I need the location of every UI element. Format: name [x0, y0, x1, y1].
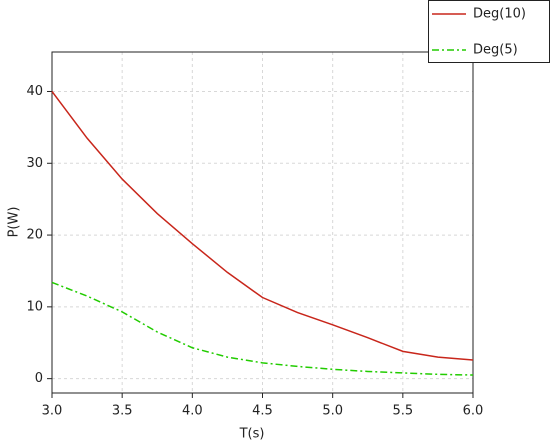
x-tick-label: 5.0 — [322, 404, 343, 419]
y-tick-label: 30 — [26, 156, 43, 171]
x-tick-label: 3.0 — [42, 404, 63, 419]
line — [51, 281, 474, 376]
x-tick-label: 3.5 — [112, 404, 133, 419]
y-tick-label: 10 — [26, 299, 43, 314]
y-axis-label: P(W) — [7, 207, 22, 238]
y-tick-label: 40 — [26, 84, 43, 99]
legend-label: Deg(10) — [473, 7, 526, 22]
x-tick-label: 4.5 — [252, 404, 273, 419]
legend-label: Deg(5) — [473, 43, 518, 58]
x-axis-label: T(s) — [239, 427, 265, 442]
x-tick-label: 4.0 — [182, 404, 203, 419]
line — [51, 91, 474, 361]
plot-frame — [51, 51, 474, 394]
y-tick-label: 20 — [26, 228, 43, 243]
x-tick-label: 5.5 — [392, 404, 413, 419]
x-tick-label: 6.0 — [463, 404, 484, 419]
y-tick-label: 0 — [35, 371, 43, 386]
